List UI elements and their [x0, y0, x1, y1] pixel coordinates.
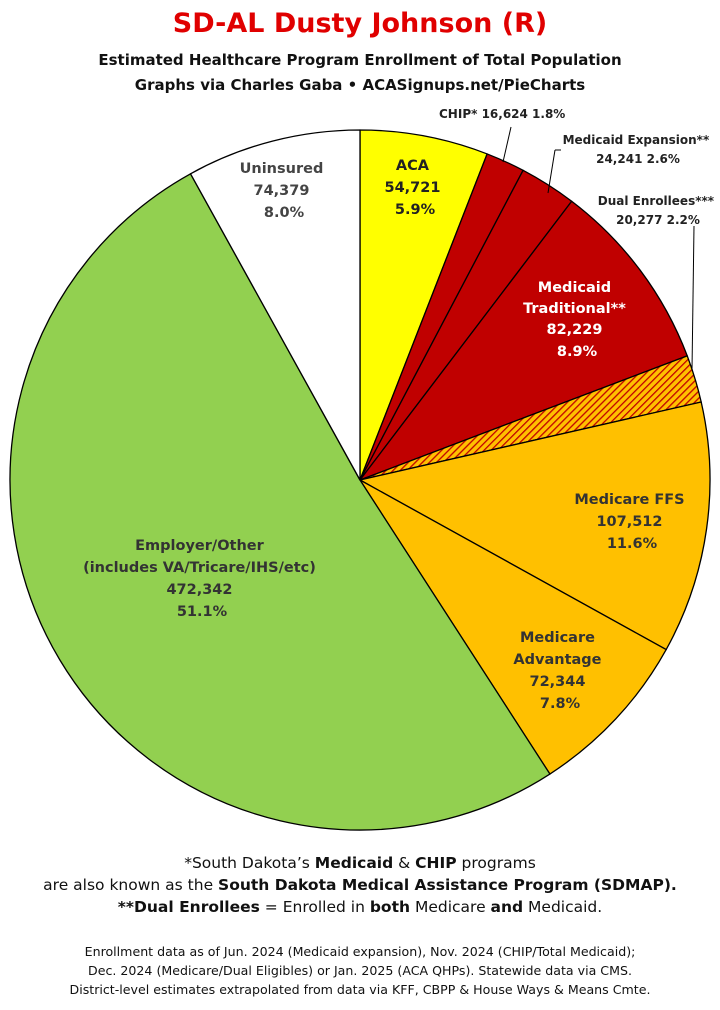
chart-credit: Graphs via Charles Gaba • ACASignups.net… [134, 76, 586, 94]
label-medicaid-expansion: Medicaid Expansion** 24,241 2.6% [563, 133, 714, 166]
label-dual-enrollees: Dual Enrollees*** 20,277 2.2% [598, 194, 718, 227]
chart-title: SD-AL Dusty Johnson (R) [172, 8, 548, 39]
label-medicare-advantage: Medicare Advantage 72,344 7.8% [513, 630, 606, 712]
pie-slices [9, 129, 711, 831]
pie-slice-uninsured [189, 129, 361, 481]
leader-line-dual [691, 225, 695, 371]
chart-subtitle: Estimated Healthcare Program Enrollment … [98, 51, 622, 69]
pie-slice-medicare-advantage [359, 479, 667, 775]
label-medicaid-traditional: Medicaid Traditional** 82,229 8.9% [523, 280, 631, 360]
note-line-1: *South Dakota’s Medicaid & CHIP programs [184, 854, 536, 872]
pie-chart: ACA 54,721 5.9% CHIP* 16,624 1.8% Medica… [9, 107, 718, 831]
pie-slice-employer-other-includes-va-tricare-ihs-etc [9, 173, 551, 831]
pie-slice-medicaid-traditional [359, 200, 688, 481]
note-line-3: **Dual Enrollees = Enrolled in both Medi… [117, 898, 603, 916]
footer-line-1: Enrollment data as of Jun. 2024 (Medicai… [84, 944, 636, 959]
pie-slice-aca [359, 129, 488, 481]
label-uninsured: Uninsured 74,379 8.0% [240, 161, 329, 221]
pie-slice-medicare-ffs [359, 401, 711, 651]
label-chip: CHIP* 16,624 1.8% [439, 107, 565, 121]
footer-line-2: Dec. 2024 (Medicare/Dual Eligibles) or J… [88, 963, 632, 978]
label-medicare-ffs: Medicare FFS 107,512 11.6% [574, 492, 689, 552]
note-line-2: are also known as the South Dakota Medic… [43, 876, 677, 894]
label-employer-other: Employer/Other (includes VA/Tricare/IHS/… [83, 538, 321, 620]
footer-line-3: District-level estimates extrapolated fr… [69, 982, 651, 997]
leader-line-chip [502, 126, 512, 163]
leader-line-expansion [547, 149, 556, 194]
label-aca: ACA 54,721 5.9% [384, 158, 445, 218]
